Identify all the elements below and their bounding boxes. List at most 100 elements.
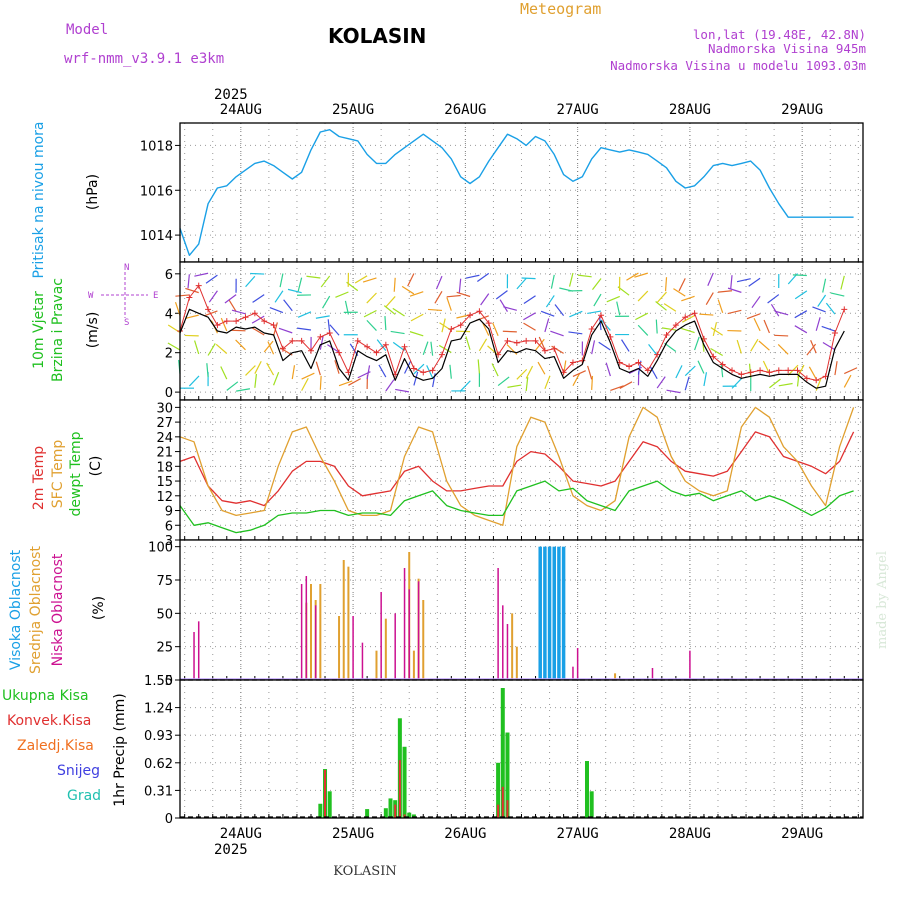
wind-gust-point (785, 367, 792, 374)
cloud-low-bar (197, 621, 200, 680)
wind-arrow (751, 295, 761, 309)
wind-arrow (465, 274, 480, 279)
wind-arrow (774, 310, 789, 316)
bottom-day-label: 27AUG (557, 826, 599, 842)
wind-arrow (279, 273, 284, 288)
wind-arrow (363, 309, 377, 318)
cloud-high-bar (561, 546, 566, 680)
wind-gust-point (382, 341, 389, 348)
cloud-mid-bar (515, 646, 518, 680)
precip-legend-snow: Snijeg (57, 763, 100, 779)
cloud-mid-bar (375, 650, 378, 680)
wind-arrow (656, 376, 666, 389)
compass-east: E (153, 291, 158, 301)
top-day-label: 29AUG (781, 102, 823, 118)
y-tick-label: 0 (165, 386, 173, 401)
wind-arrow (392, 307, 405, 317)
wind-arrow (226, 381, 239, 391)
precip-legend-hail: Grad (67, 788, 101, 804)
wind-gust-point (794, 367, 801, 374)
y-tick-label: 12 (156, 490, 173, 505)
wind-arrow (572, 373, 581, 387)
precip-ylabel: 1hr Precip (mm) (112, 693, 128, 806)
top-date-axis: 24AUG 25AUG 26AUG 27AUG 28AUG 29AUG (220, 102, 824, 118)
cloud-mid-bar (614, 673, 617, 680)
bottom-day-label: 28AUG (669, 826, 711, 842)
wind-arrow (306, 275, 321, 279)
wind-arrow (319, 335, 324, 350)
y-tick-label: 50 (156, 607, 173, 622)
wind-arrow (435, 275, 443, 290)
bottom-date-axis: 24AUG 25AUG 26AUG 27AUG 28AUG 29AUG (220, 826, 824, 842)
pressure-title: Pritisak na nivou mora (31, 121, 47, 278)
wind-arrow (185, 287, 199, 294)
wind-gust-point (729, 367, 736, 374)
wind-gust-point (551, 345, 558, 352)
wind-gust-point (289, 337, 296, 344)
wind-gust-point (738, 371, 745, 378)
cloud-low-bar (417, 581, 420, 680)
wind-arrow (666, 389, 681, 394)
bottom-day-label: 26AUG (444, 826, 486, 842)
precip-total-bar (383, 808, 388, 818)
wind-arrow (710, 327, 723, 336)
wind-arrow (681, 327, 695, 334)
wind-arrow (815, 317, 821, 331)
y-tick-label: 1014 (140, 229, 173, 244)
wind-gust-point (195, 282, 202, 289)
precip-total-bar (500, 688, 505, 818)
wind-arrow (705, 292, 714, 305)
wind-arrow (736, 339, 742, 354)
precip-conv-bar (497, 804, 500, 818)
wind-arrow (681, 295, 695, 302)
wind-arrow (616, 301, 621, 316)
cloud-mid-bar (422, 600, 425, 680)
wind-gust-point (569, 359, 576, 366)
wind-arrow (637, 324, 649, 336)
y-tick-label: 0 (165, 674, 173, 689)
coords-label: lon,lat (19.48E, 42.8N) (693, 27, 866, 42)
wind-arrow (523, 295, 536, 305)
wind-arrow (507, 384, 522, 388)
wind-arrow (655, 301, 667, 311)
cloud-high-bar (543, 546, 547, 680)
cloud-low-bar (361, 642, 364, 680)
precip-legend-total: Ukupna Kisa (2, 688, 89, 704)
wind-arrow (525, 365, 534, 379)
precip-total-bar (505, 732, 510, 818)
wind-gust-point (205, 306, 212, 313)
wind-arrow (184, 314, 199, 319)
wind-gust-point (588, 326, 595, 333)
wind-arrow (762, 360, 770, 374)
cloud-panel: 0 25 50 75 100 (148, 539, 864, 689)
wind-arrow (621, 339, 630, 352)
wind-arrow (516, 277, 527, 290)
wind-arrow (681, 315, 695, 323)
wind-arrow (587, 365, 593, 380)
wind-arrow (266, 362, 275, 376)
pressure-series (179, 128, 854, 257)
wind-arrow (446, 297, 452, 311)
wind-gust-point (261, 318, 268, 325)
wind-arrow (465, 336, 471, 350)
wind-gust-point (803, 375, 810, 382)
y-tick-label: 6 (165, 268, 173, 283)
wind-arrow (334, 360, 340, 374)
precip-total-bar (407, 812, 412, 818)
wind-arrow (516, 368, 528, 380)
wind-arrow (267, 341, 275, 355)
wind-gust-point (644, 367, 651, 374)
wind-arrow (224, 294, 237, 304)
cloud-low-bar (352, 616, 354, 680)
wind-arrow (550, 330, 564, 337)
wind-arrow (598, 341, 611, 351)
wind-arrow (446, 294, 461, 298)
wind-gust-point (766, 369, 773, 376)
wind-gust-point (251, 310, 258, 317)
wind-gust-point (682, 314, 689, 321)
wind-arrow (703, 372, 708, 387)
wind-arrow (254, 360, 262, 374)
cloud-low-bar (394, 613, 396, 680)
wind-gust-point (710, 353, 717, 360)
